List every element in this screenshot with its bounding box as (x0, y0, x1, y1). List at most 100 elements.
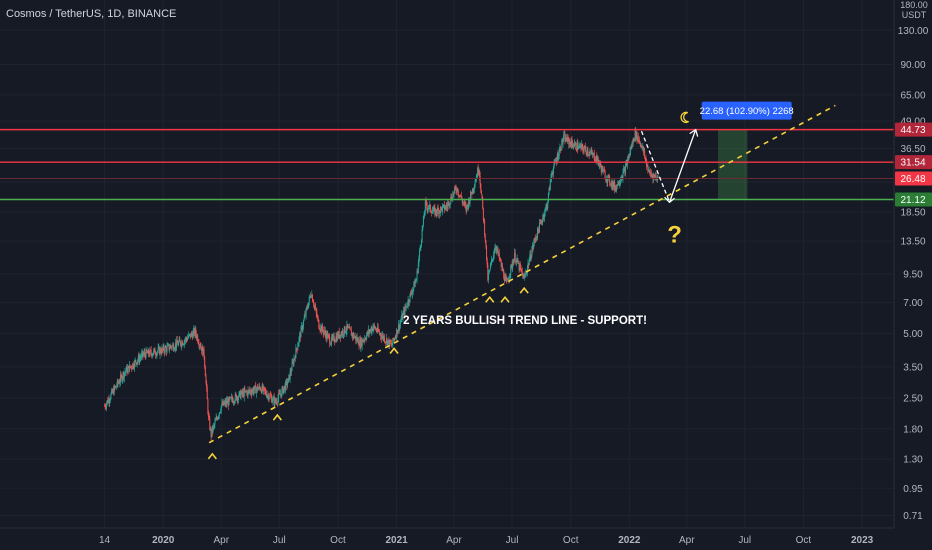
candle-body (563, 134, 565, 140)
candle-body (467, 205, 469, 208)
candle-body (431, 212, 433, 214)
candle-body (532, 245, 534, 248)
y-tick-label: 36.50 (900, 144, 925, 155)
candle-body (644, 151, 646, 158)
candle-body (428, 205, 430, 209)
candle-body (299, 333, 301, 338)
candle-body (285, 380, 287, 382)
candle-body (292, 361, 294, 363)
candle-body (570, 143, 572, 147)
candle-body (185, 337, 187, 340)
candle-body (303, 317, 305, 321)
projection-up-leg[interactable] (668, 129, 697, 203)
projection[interactable] (640, 128, 699, 204)
candle-body (144, 354, 146, 358)
touch-marker-caret (272, 413, 283, 421)
candle-body (495, 247, 497, 251)
projection-down-leg[interactable] (640, 130, 671, 203)
candle-body (134, 360, 136, 368)
candle-body (169, 348, 171, 350)
candle-body (447, 203, 449, 208)
candle-body (260, 389, 262, 391)
candle-body (257, 386, 259, 391)
candle-body (529, 253, 531, 260)
candle-body (466, 205, 468, 211)
candle-body (346, 324, 348, 331)
candle-body (283, 385, 285, 389)
candle-body (612, 182, 614, 188)
candle-body (296, 348, 298, 350)
candle-body (197, 341, 199, 344)
candle-body (425, 200, 427, 203)
candle-body (401, 314, 403, 320)
candle-body (183, 344, 185, 346)
candle-body (259, 387, 261, 390)
candle-body (600, 166, 602, 172)
candle-body (389, 340, 391, 347)
candle-body (452, 193, 454, 201)
candle-body (463, 202, 465, 204)
question-mark: ? (667, 221, 682, 248)
candle-body (651, 173, 653, 176)
candle-body (248, 390, 250, 391)
candle-body (637, 136, 639, 141)
candle-body (538, 222, 540, 233)
candle-body (445, 205, 447, 209)
candle-body (379, 333, 381, 335)
trendline[interactable] (208, 104, 836, 444)
candle-body (310, 296, 312, 298)
candle-body (516, 258, 518, 260)
candle-body (500, 259, 502, 261)
candle-body (461, 199, 463, 203)
candle-body (423, 215, 425, 217)
touch-marker-caret (389, 347, 399, 354)
candle-body (472, 188, 474, 191)
candle-body (292, 361, 294, 365)
candle-body (421, 229, 423, 241)
candle-body (160, 348, 162, 353)
candle-body (246, 391, 248, 393)
candle-body (331, 336, 333, 339)
level-price-label: 31.54 (900, 158, 925, 169)
candle-body (630, 147, 632, 152)
candle-body (279, 393, 281, 395)
candle-body (236, 397, 238, 401)
candle-body (590, 150, 592, 153)
candle-body (177, 343, 179, 346)
candle-body (385, 341, 387, 343)
time-axis-background[interactable] (0, 528, 894, 550)
candle-body (199, 345, 201, 347)
candle-body (184, 340, 186, 342)
candle-body (587, 150, 589, 155)
candle-body (266, 395, 268, 398)
candle-body (553, 161, 555, 168)
candle-body (213, 424, 215, 426)
candle-body (453, 191, 455, 195)
candle-body (155, 354, 157, 356)
candle-body (334, 341, 336, 343)
candle-body (112, 389, 114, 393)
candle-body (603, 169, 605, 171)
candle-body (146, 349, 148, 353)
candle-body (461, 195, 463, 200)
horizontal-levels[interactable] (0, 128, 894, 201)
candle-body (582, 145, 584, 150)
candle-body (186, 338, 188, 341)
candle-body (239, 391, 241, 399)
candle-body (594, 159, 596, 161)
x-tick-label: 2023 (851, 535, 874, 546)
candle-body (234, 401, 236, 403)
candle-body (383, 336, 385, 339)
level-label-bg (895, 122, 932, 137)
price-axis-background[interactable] (894, 0, 932, 550)
candle-body (272, 397, 274, 402)
candle-body (518, 262, 520, 270)
candle-body (273, 397, 275, 398)
trendline-dashed[interactable] (208, 104, 836, 444)
candle-body (237, 397, 239, 401)
candle-body (438, 210, 440, 215)
candle-body (215, 420, 217, 422)
candle-body (260, 390, 262, 393)
candle-body (141, 351, 143, 354)
